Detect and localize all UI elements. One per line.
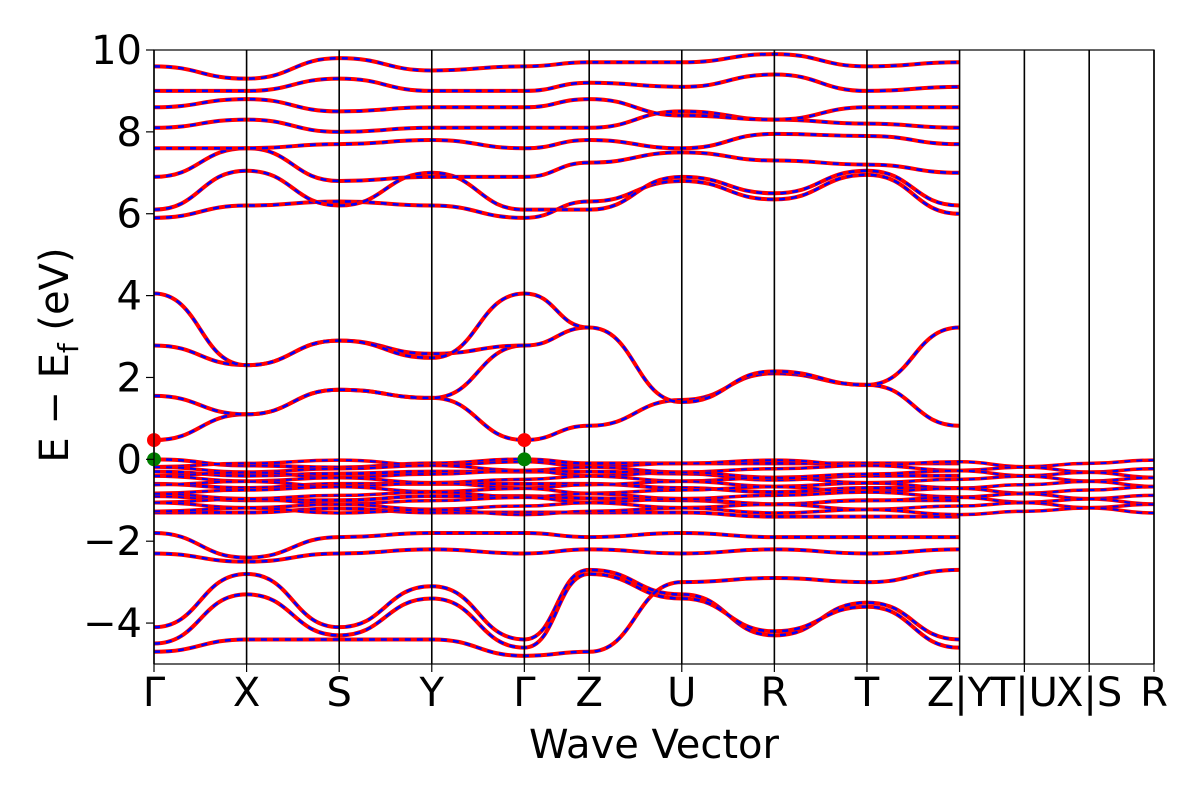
x-tick-label: X bbox=[233, 670, 260, 716]
band-line-dashed-v6 bbox=[153, 531, 960, 559]
y-tick-label: −4 bbox=[83, 601, 142, 647]
x-tick-label: R bbox=[1140, 670, 1168, 716]
x-tick-label: R bbox=[760, 670, 788, 716]
y-axis-label: E − Ef (eV) bbox=[32, 247, 85, 462]
plot-frame bbox=[153, 49, 1155, 665]
x-tick-label: T|U bbox=[990, 670, 1058, 716]
band-line-dashed-v9 bbox=[153, 572, 960, 649]
y-axis-label-sub: f bbox=[52, 342, 85, 353]
gap-marker bbox=[517, 452, 532, 467]
band-line-dashed-c8 bbox=[154, 132, 960, 150]
x-tick-label: Z bbox=[575, 670, 602, 716]
band-line-dashed-v10 bbox=[153, 568, 960, 658]
y-axis-label-main: E − E bbox=[32, 353, 78, 463]
band-line-dashed-c10 bbox=[153, 97, 960, 121]
y-tick-label: −2 bbox=[83, 519, 142, 565]
svg-text:E − Ef (eV): E − Ef (eV) bbox=[32, 247, 85, 462]
band-line-dashed-c9 bbox=[153, 110, 960, 134]
band-line-dashed-c7 bbox=[153, 146, 960, 183]
x-axis-ticks: Γ X S Y Γ Z U R T Z|YT|UX|S R bbox=[143, 664, 1168, 716]
band-line-dashed-c12 bbox=[153, 52, 960, 80]
x-tick-label: Γ bbox=[513, 670, 536, 716]
y-tick-label: 4 bbox=[117, 274, 142, 320]
band-line-dashed-v1 bbox=[153, 458, 960, 469]
x-tick-label: X|S bbox=[1056, 670, 1122, 716]
x-tick-label: Γ bbox=[143, 670, 166, 716]
y-tick-label: 0 bbox=[117, 437, 142, 483]
band-line-dashed-v3 bbox=[153, 482, 960, 494]
y-tick-label: 10 bbox=[91, 28, 142, 74]
x-tick-label: S bbox=[326, 670, 351, 716]
kpoint-lines bbox=[153, 50, 1155, 664]
x-tick-label: U bbox=[667, 670, 696, 716]
y-axis-ticks: −4 −2 0 2 4 6 8 10 bbox=[83, 28, 154, 647]
gap-marker bbox=[517, 433, 532, 448]
x-tick-label: T bbox=[854, 670, 880, 716]
y-axis-label-unit-text: (eV) bbox=[32, 247, 78, 330]
bands-layer bbox=[153, 52, 1155, 658]
band-line-dashed-v7 bbox=[153, 548, 960, 563]
y-tick-label: 6 bbox=[117, 192, 142, 238]
band-line-dense bbox=[153, 490, 1155, 501]
y-tick-label: 8 bbox=[117, 110, 142, 156]
y-tick-label: 2 bbox=[117, 355, 142, 401]
x-tick-label: Y bbox=[419, 670, 445, 716]
band-line-dashed-c6 bbox=[153, 169, 960, 211]
band-line-c11 bbox=[153, 72, 960, 93]
band-line-c2 bbox=[153, 325, 960, 417]
x-axis-label: Wave Vector bbox=[529, 722, 780, 768]
band-line-dashed-c5 bbox=[153, 173, 960, 220]
y-axis-label-unit bbox=[32, 331, 78, 344]
band-line-dashed-c2 bbox=[153, 326, 960, 416]
x-tick-label: Z|Y bbox=[927, 670, 993, 716]
